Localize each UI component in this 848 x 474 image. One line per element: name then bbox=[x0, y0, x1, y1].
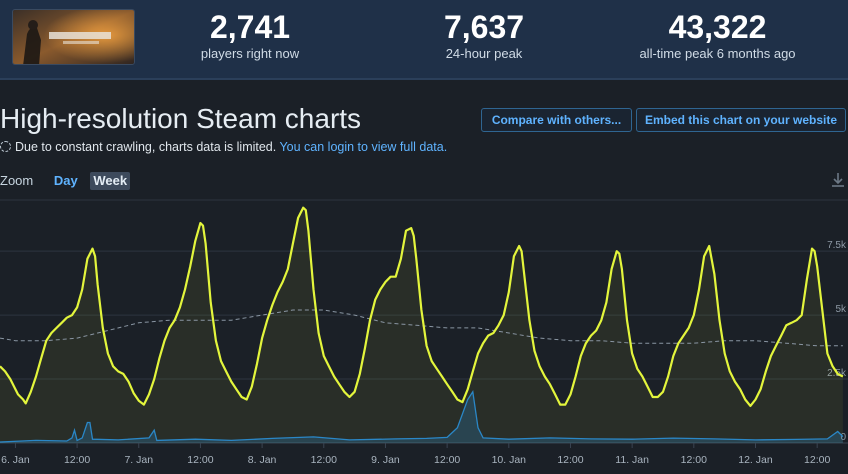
x-tick-label: 12:00 bbox=[64, 454, 90, 466]
stat-current-players: 2,741 players right now bbox=[180, 8, 320, 62]
x-tick-label: 12:00 bbox=[434, 454, 460, 466]
x-tick-label: 8. Jan bbox=[248, 454, 277, 466]
embed-chart-button[interactable]: Embed this chart on your website bbox=[636, 108, 846, 132]
zoom-week-button[interactable]: Week bbox=[90, 172, 131, 190]
all-time-peak-label: all-time peak 6 months ago bbox=[639, 46, 796, 61]
x-tick-label: 12:00 bbox=[681, 454, 707, 466]
battlefield-capsule-art bbox=[13, 10, 134, 64]
players-area-fill bbox=[0, 207, 843, 443]
average-dashed-line bbox=[0, 309, 843, 347]
x-tick-label: 6. Jan bbox=[1, 454, 30, 466]
login-link[interactable]: You can login to view full data. bbox=[279, 140, 448, 154]
x-tick-label: 9. Jan bbox=[371, 454, 400, 466]
all-time-peak-value: 43,322 bbox=[668, 9, 767, 45]
y-tick-label: 0 bbox=[840, 432, 846, 443]
x-tick-label: 7. Jan bbox=[124, 454, 153, 466]
x-tick-label: 12:00 bbox=[311, 454, 337, 466]
download-icon[interactable] bbox=[829, 171, 847, 189]
current-players-value: 2,741 bbox=[209, 9, 291, 45]
twitch-series-line bbox=[0, 390, 844, 443]
x-tick-label: 12:00 bbox=[187, 454, 213, 466]
data-limited-notice: Due to constant crawling, charts data is… bbox=[0, 139, 447, 155]
compare-button[interactable]: Compare with others... bbox=[481, 108, 632, 132]
zoom-day-button[interactable]: Day bbox=[53, 173, 78, 188]
x-tick-label: 11. Jan bbox=[615, 454, 649, 466]
y-tick-label: 7.5k bbox=[827, 240, 847, 251]
x-tick-label: 12. Jan bbox=[738, 454, 773, 466]
x-tick-label: 12:00 bbox=[557, 454, 583, 466]
x-tick-label: 12:00 bbox=[804, 454, 830, 466]
notice-text: Due to constant crawling, charts data is… bbox=[15, 140, 277, 154]
chart-section-title: High-resolution Steam charts bbox=[0, 103, 362, 134]
game-capsule-image[interactable] bbox=[12, 9, 135, 65]
24h-peak-label: 24-hour peak bbox=[445, 46, 523, 61]
24h-peak-value: 7,637 bbox=[443, 9, 525, 45]
stat-all-time-peak: 43,322 all-time peak 6 months ago bbox=[615, 8, 820, 62]
x-tick-label: 10. Jan bbox=[492, 454, 527, 466]
y-tick-label: 5k bbox=[835, 304, 847, 315]
zoom-controls: Zoom Day Week bbox=[0, 172, 136, 190]
twitch-area-fill bbox=[0, 391, 843, 443]
loading-spinner-icon bbox=[0, 141, 11, 152]
players-series-line[interactable] bbox=[0, 206, 844, 407]
current-players-label: players right now bbox=[200, 46, 300, 61]
stat-24h-peak: 7,637 24-hour peak bbox=[414, 8, 554, 62]
zoom-label: Zoom bbox=[0, 173, 34, 188]
stats-header: 2,741 players right now 7,637 24-hour pe… bbox=[0, 0, 848, 80]
